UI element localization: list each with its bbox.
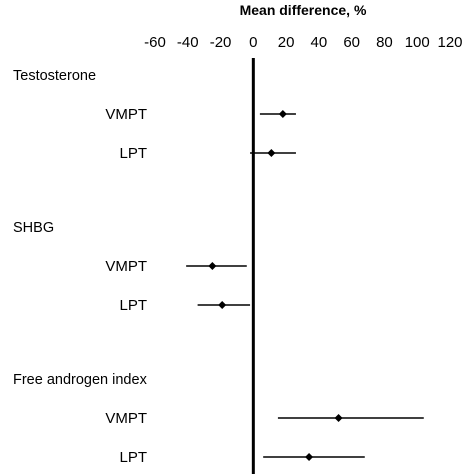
point-estimate-marker xyxy=(305,453,314,461)
x-tick-label: -20 xyxy=(210,34,232,51)
x-tick-label: 0 xyxy=(249,34,257,51)
x-tick-label: -60 xyxy=(144,34,166,51)
row-label: VMPT xyxy=(105,106,147,123)
x-tick-label: 20 xyxy=(278,34,295,51)
chart-title: Mean difference, % xyxy=(240,2,367,18)
x-tick-label: 80 xyxy=(376,34,393,51)
x-tick-label: 100 xyxy=(405,34,430,51)
x-axis-ticks: -60 -40 -20 0 20 40 60 80 100 120 xyxy=(144,34,462,51)
point-estimate-marker xyxy=(208,262,217,270)
row-label: VMPT xyxy=(105,258,147,275)
row-label: LPT xyxy=(119,297,147,314)
row-label: LPT xyxy=(119,145,147,162)
point-estimate-marker xyxy=(334,414,343,422)
x-tick-label: 60 xyxy=(343,34,360,51)
group-label: SHBG xyxy=(13,220,54,236)
group-label: Free androgen index xyxy=(13,372,148,388)
x-tick-label: 120 xyxy=(437,34,462,51)
point-estimate-marker xyxy=(278,110,287,118)
row-label: VMPT xyxy=(105,410,147,427)
x-tick-label: -40 xyxy=(177,34,199,51)
point-estimate-marker xyxy=(218,301,227,309)
point-estimate-marker xyxy=(267,149,276,157)
group-label: Testosterone xyxy=(13,68,96,84)
row-label: LPT xyxy=(119,449,147,466)
forest-rows: Testosterone VMPT LPT SHBG VMPT LPT Free andro… xyxy=(13,68,424,466)
x-tick-label: 40 xyxy=(311,34,328,51)
